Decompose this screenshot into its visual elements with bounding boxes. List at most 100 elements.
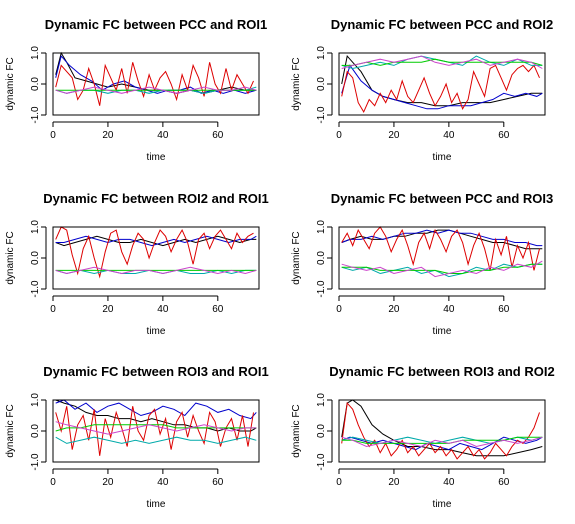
series-group — [55, 399, 257, 456]
series-group — [341, 226, 543, 278]
series-line-6 — [341, 260, 543, 278]
y-tick-label: -1.0 — [316, 453, 327, 471]
series-line-3 — [55, 406, 254, 456]
series-line-3 — [341, 401, 540, 460]
y-axis-label: dynamic FC — [291, 57, 302, 110]
y-tick-label: 1.0 — [30, 220, 41, 234]
y-tick-label: -1.0 — [316, 280, 327, 298]
plot-frame — [52, 52, 260, 116]
y-tick-label: 1.0 — [30, 46, 41, 60]
x-tick-label: 20 — [388, 304, 400, 315]
x-axis-label: time — [433, 499, 452, 510]
y-tick-label: 1.0 — [30, 393, 41, 407]
y-axis-label: dynamic FC — [291, 231, 302, 284]
series-line-4 — [55, 436, 257, 444]
series-line-2 — [55, 235, 257, 247]
plot-frame — [52, 226, 260, 290]
y-tick-label: 0.0 — [316, 251, 327, 265]
y-axis-label: dynamic FC — [291, 404, 302, 457]
y-tick-label: 0.0 — [30, 77, 41, 91]
series-line-4 — [341, 263, 543, 278]
x-axis-label: time — [433, 152, 452, 163]
panel-4: Dynamic FC between PCC and ROI3 0 20 40 60 -1… — [291, 191, 553, 337]
x-tick-label: 0 — [50, 477, 56, 488]
x-tick-label: 60 — [498, 130, 510, 141]
series-group — [55, 226, 257, 279]
panel-3: Dynamic FC between ROI2 and ROI1 0 20 40 60 -… — [5, 191, 269, 337]
series-line-3 — [341, 226, 540, 271]
series-line-6 — [55, 421, 257, 435]
x-tick-label: 40 — [443, 130, 455, 141]
y-tick-label: 0.0 — [30, 251, 41, 265]
y-tick-label: 1.0 — [316, 220, 327, 234]
series-group — [55, 51, 257, 106]
series-line-5 — [55, 424, 257, 432]
series-line-6 — [55, 266, 257, 275]
y-tick-label: -1.0 — [30, 280, 41, 298]
x-axis-label: time — [433, 326, 452, 337]
plot-frame — [338, 226, 546, 290]
series-line-2 — [341, 436, 543, 451]
x-axis-label: time — [147, 326, 166, 337]
x-tick-label: 40 — [157, 130, 169, 141]
series-line-5 — [341, 436, 543, 444]
plot-frame — [338, 52, 546, 116]
panel-title: Dynamic FC between ROI2 and ROI1 — [43, 191, 268, 206]
x-tick-label: 20 — [102, 130, 114, 141]
panel-title: Dynamic FC between PCC and ROI1 — [45, 17, 268, 32]
x-tick-label: 0 — [50, 304, 56, 315]
panel-2: Dynamic FC between PCC and ROI2 0 20 40 60 -1… — [291, 17, 553, 163]
x-tick-label: 40 — [157, 477, 169, 488]
y-tick-label: 0.0 — [316, 77, 327, 91]
panel-title: Dynamic FC between PCC and ROI3 — [331, 191, 554, 206]
panel-1: Dynamic FC between PCC and ROI1 0 20 40 60 -1… — [5, 17, 267, 163]
x-tick-label: 0 — [336, 477, 342, 488]
y-axis-label: dynamic FC — [5, 57, 16, 110]
series-group — [341, 55, 543, 113]
panel-title: Dynamic FC between ROI3 and ROI2 — [329, 364, 554, 379]
series-line-2 — [55, 55, 257, 94]
series-line-6 — [341, 55, 543, 69]
y-axis-label: dynamic FC — [5, 231, 16, 284]
series-group — [341, 399, 543, 460]
y-tick-label: 0.0 — [30, 424, 41, 438]
y-tick-label: 0.0 — [316, 424, 327, 438]
y-tick-label: -1.0 — [30, 453, 41, 471]
panel-title: Dynamic FC between PCC and ROI2 — [331, 17, 554, 32]
x-tick-label: 0 — [336, 130, 342, 141]
x-tick-label: 0 — [50, 130, 56, 141]
x-tick-label: 20 — [388, 130, 400, 141]
y-tick-label: 1.0 — [316, 46, 327, 60]
series-line-2 — [55, 399, 257, 420]
x-tick-label: 40 — [443, 477, 455, 488]
x-tick-label: 0 — [336, 304, 342, 315]
x-tick-label: 20 — [102, 477, 114, 488]
x-tick-label: 60 — [212, 304, 224, 315]
x-tick-label: 60 — [498, 304, 510, 315]
panel-5: Dynamic FC between ROI3 and ROI1 0 20 40 60 -… — [5, 364, 269, 510]
plot-frame — [338, 399, 546, 463]
y-tick-label: -1.0 — [30, 106, 41, 124]
series-line-2 — [341, 64, 543, 110]
panel-6: Dynamic FC between ROI3 and ROI2 0 20 40 60 -… — [291, 364, 555, 510]
y-tick-label: -1.0 — [316, 106, 327, 124]
x-tick-label: 60 — [498, 477, 510, 488]
x-tick-label: 20 — [102, 304, 114, 315]
x-axis-label: time — [147, 499, 166, 510]
series-line-1 — [341, 229, 543, 250]
plot-frame — [52, 399, 260, 463]
series-line-3 — [55, 226, 254, 279]
x-tick-label: 40 — [157, 304, 169, 315]
series-line-6 — [55, 86, 257, 94]
y-axis-label: dynamic FC — [5, 404, 16, 457]
y-tick-label: 1.0 — [316, 393, 327, 407]
x-tick-label: 40 — [443, 304, 455, 315]
series-line-5 — [341, 58, 543, 66]
x-axis-label: time — [147, 152, 166, 163]
x-tick-label: 60 — [212, 130, 224, 141]
series-line-1 — [341, 55, 543, 107]
series-line-6 — [341, 436, 543, 448]
x-tick-label: 20 — [388, 477, 400, 488]
series-line-3 — [55, 62, 254, 106]
